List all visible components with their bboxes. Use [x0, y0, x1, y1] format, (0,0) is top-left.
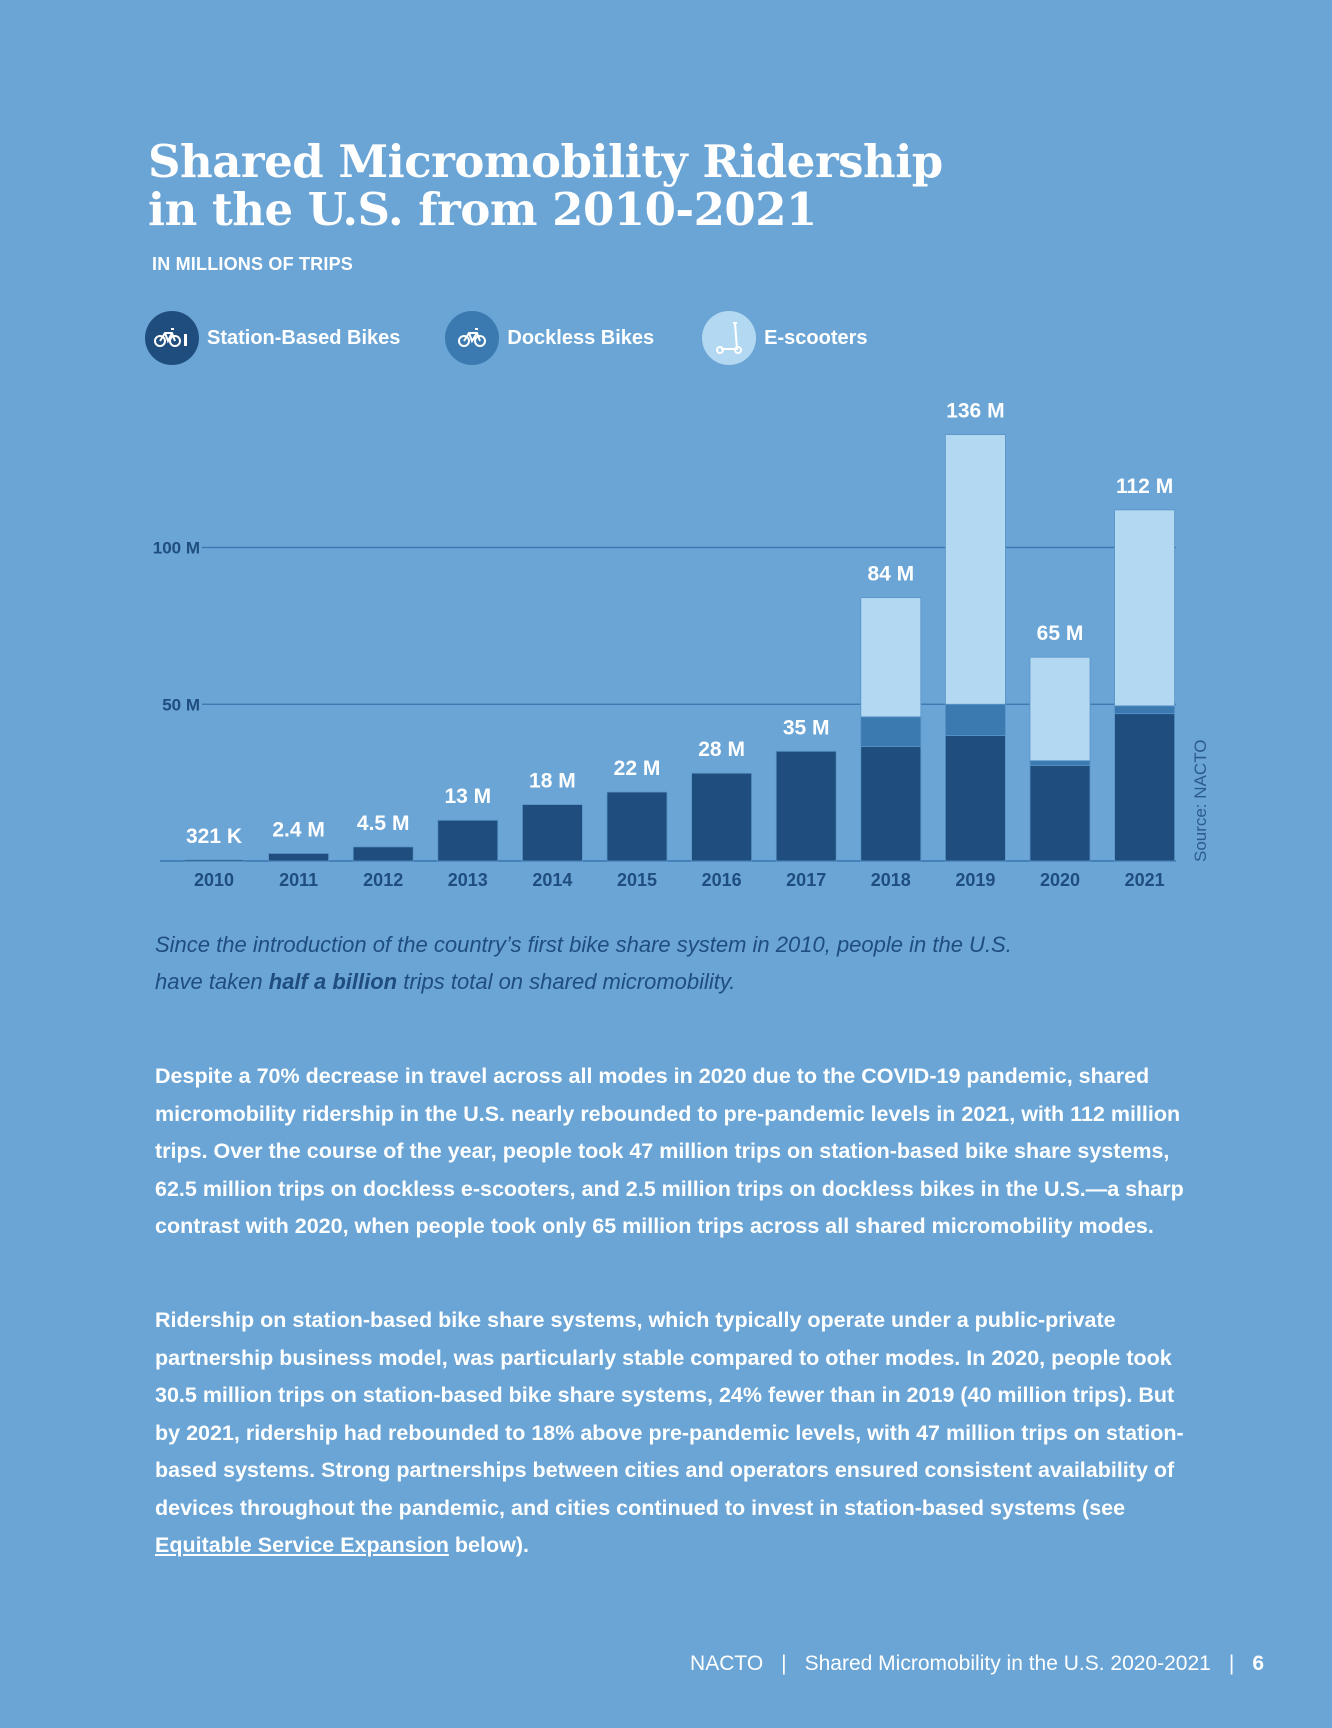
- bar-total-label: 13 M: [444, 785, 491, 808]
- bar-segment-dockless: [1029, 760, 1091, 766]
- equitable-service-expansion-link[interactable]: Equitable Service Expansion: [155, 1533, 449, 1557]
- bar-total-label: 321 K: [186, 825, 242, 848]
- x-tick-label: 2017: [786, 870, 826, 890]
- bar-total-label: 22 M: [614, 757, 661, 780]
- bar-labels: 321 K 2.4 M 4.5 M 13 M 18 M 22 M 28 M 35 M 84 M 1…: [186, 400, 1173, 848]
- caption-line-1: Since the introduction of the country’s …: [155, 932, 1012, 957]
- title-line-1: Shared Micromobility Ridership: [148, 135, 943, 188]
- bar-segment-station-based: [352, 846, 414, 862]
- x-tick-label: 2010: [194, 870, 234, 890]
- legend-label: Dockless Bikes: [507, 326, 655, 349]
- bike-icon: [445, 311, 500, 365]
- emphasized-figure: 112 million: [1070, 1101, 1181, 1126]
- page-number: 6: [1252, 1652, 1264, 1675]
- bar-total-label: 18 M: [529, 770, 576, 793]
- chart-legend: Station-Based Bikes Dockless Bikes E-sco…: [145, 311, 916, 365]
- paragraph-text: trips on station-based bike share system…: [728, 1139, 1170, 1163]
- y-tick-label: 100 M: [153, 539, 200, 558]
- footer-separator: |: [1228, 1652, 1235, 1675]
- bar-segment-station-based: [522, 804, 583, 862]
- paragraph-text: trips on station-based bike share system…: [155, 1383, 1175, 1445]
- bar-segment-station-based: [860, 746, 922, 862]
- paragraph-text: below).: [448, 1533, 529, 1557]
- bar-segment-escooters: [1114, 509, 1175, 707]
- body-paragraph-2: Ridership on station-based bike share sy…: [155, 1302, 1205, 1565]
- bar-segment-station-based: [606, 791, 668, 862]
- bar-segment-escooters: [860, 597, 922, 718]
- x-tick-label: 2016: [702, 870, 742, 890]
- bar-segment-station-based: [691, 772, 752, 862]
- stacked-bar-chart: 50 M 100 M 321 K 2.4 M 4.5 M 13 M 18 M 22 M 28 …: [153, 400, 1210, 890]
- bar-segment-dockless: [945, 703, 1006, 737]
- page-title: Shared Micromobility Ridership in the U.…: [148, 138, 1048, 234]
- paragraph-text: trips on dockless bikes in the U.S.—a sh…: [155, 1176, 1184, 1239]
- paragraph-text: Ridership on station-based bike share sy…: [155, 1308, 1172, 1370]
- legend-item-dockless: Dockless Bikes: [445, 311, 654, 365]
- x-tick-label: 2015: [617, 870, 657, 890]
- bar-total-label: 65 M: [1037, 622, 1084, 645]
- legend-item-escooters: E-scooters: [702, 311, 868, 365]
- emphasized-figure: 62.5 million: [155, 1176, 273, 1201]
- bar-segment-escooters: [945, 434, 1006, 705]
- bar-total-label: 112 M: [1116, 475, 1173, 498]
- x-tick-label: 2012: [363, 870, 403, 890]
- bar-segment-dockless: [1114, 705, 1175, 715]
- bar-segment-station-based: [775, 750, 837, 862]
- paragraph-text: Despite a 70% decrease in travel across …: [155, 1064, 1150, 1126]
- chart-caption: Since the introduction of the country’s …: [155, 926, 1135, 1000]
- footer-doc-title: Shared Micromobility in the U.S. 2020-20…: [804, 1652, 1211, 1675]
- bar-segment-dockless: [860, 716, 922, 747]
- source-label: Source: NACTO: [1191, 739, 1210, 862]
- bar-total-label: 28 M: [698, 738, 745, 761]
- emphasized-figure: 2.5 million: [625, 1176, 731, 1201]
- x-tick-label: 2013: [448, 870, 488, 890]
- bar-total-label: 2.4 M: [272, 818, 325, 841]
- title-line-2: in the U.S. from 2010-2021: [148, 183, 817, 236]
- emphasized-figure: 47 million: [916, 1420, 1016, 1445]
- footer-org: NACTO: [690, 1652, 764, 1675]
- bar-segment-station-based: [268, 853, 330, 862]
- caption-emphasis: half a billion: [268, 969, 398, 994]
- caption-line-2-pre: have taken: [155, 969, 269, 994]
- bar-segment-station-based: [437, 819, 499, 862]
- legend-label: E-scooters: [764, 326, 868, 349]
- paragraph-text: trips across all shared micromobility mo…: [691, 1214, 1154, 1238]
- bar-total-label: 136 M: [946, 400, 1004, 423]
- legend-item-station-based: Station-Based Bikes: [145, 311, 400, 365]
- x-tick-label: 2020: [1040, 870, 1080, 890]
- body-paragraph-1: Despite a 70% decrease in travel across …: [155, 1058, 1205, 1246]
- bar-segment-station-based: [183, 859, 245, 862]
- emphasized-figure: 30.5 million: [155, 1383, 273, 1407]
- bar-segment-escooters: [1029, 656, 1091, 762]
- paragraph-text: trips on station-based systems. Strong p…: [155, 1420, 1184, 1520]
- paragraph-text: trips. Over the course of the year, peop…: [155, 1139, 630, 1163]
- emphasized-figure: 47 million: [629, 1139, 729, 1163]
- scooter-icon: [702, 311, 757, 365]
- paragraph-text: trips on dockless e-scooters, and: [272, 1176, 626, 1201]
- legend-label: Station-Based Bikes: [207, 326, 401, 349]
- caption-line-2-post: trips total on shared micromobility.: [397, 969, 736, 994]
- gridlines: 50 M 100 M: [153, 539, 1176, 862]
- station-bike-icon: [145, 311, 199, 365]
- page-footer: NACTO | Shared Micromobility in the U.S.…: [690, 1652, 1264, 1676]
- bars: [183, 434, 1175, 862]
- x-tick-label: 2018: [871, 870, 911, 890]
- x-tick-labels: 2010 2011 2012 2013 2014 2015 2016 2017 2018 2019…: [194, 870, 1165, 890]
- y-tick-label: 50 M: [162, 695, 200, 714]
- emphasized-figure: 65 million: [592, 1214, 692, 1238]
- footer-separator: |: [781, 1652, 787, 1675]
- bar-total-label: 4.5 M: [357, 812, 410, 835]
- x-tick-label: 2019: [955, 870, 995, 890]
- bar-segment-station-based: [945, 735, 1006, 862]
- x-tick-label: 2011: [279, 870, 318, 890]
- bar-total-label: 35 M: [783, 716, 830, 739]
- x-tick-label: 2021: [1125, 870, 1165, 890]
- bar-total-label: 84 M: [867, 563, 914, 586]
- bar-segment-station-based: [1114, 713, 1175, 862]
- bar-segment-station-based: [1029, 764, 1091, 862]
- x-tick-label: 2014: [532, 870, 572, 890]
- chart-subtitle: IN MILLIONS OF TRIPS: [152, 254, 353, 274]
